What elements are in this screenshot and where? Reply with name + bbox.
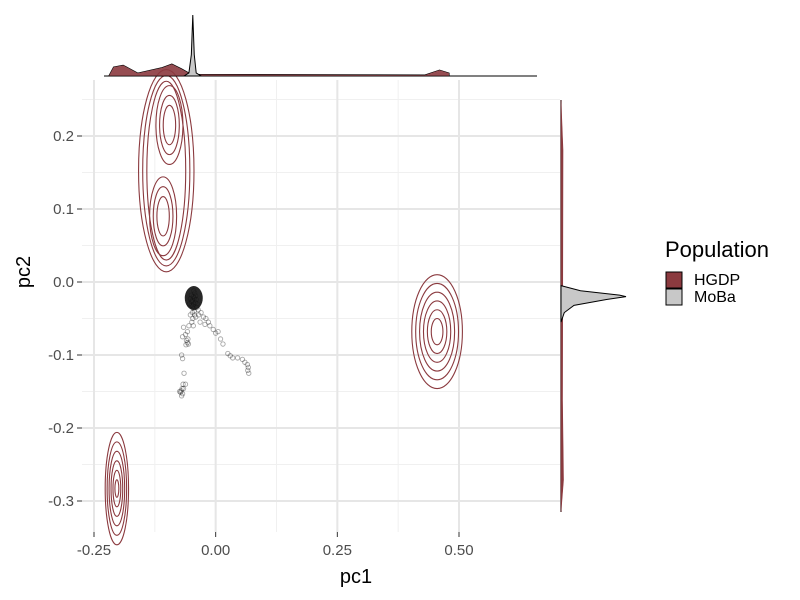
marginal-x-hgdp [108, 63, 450, 77]
moba-dense-cluster [184, 286, 203, 311]
moba-point [203, 315, 209, 322]
legend-label-moba: MoBa [694, 289, 736, 306]
moba-point [190, 323, 196, 329]
moba-point [182, 331, 189, 338]
moba-point [242, 359, 248, 365]
moba-point [183, 342, 189, 348]
moba-point [183, 337, 190, 344]
moba-point [195, 312, 202, 318]
moba-point [185, 336, 191, 342]
x-tick-label: 0.00 [201, 542, 230, 559]
moba-point [200, 314, 207, 320]
x-tick-label: -0.25 [77, 542, 111, 559]
hgdp-contour [156, 196, 170, 237]
moba-point [217, 336, 224, 342]
hgdp-contour [110, 460, 124, 517]
moba-point [189, 310, 195, 316]
moba-point [180, 381, 186, 387]
hgdp-contour [108, 450, 126, 527]
x-tick-label: 0.25 [323, 542, 352, 559]
marginal-y-moba [560, 285, 627, 323]
moba-point [180, 385, 187, 392]
moba-point [210, 326, 216, 333]
moba-point [181, 370, 187, 376]
moba-point [225, 350, 231, 357]
hgdp-contour [159, 94, 180, 156]
hgdp-contour [146, 80, 187, 261]
y-tick-label: 0.2 [53, 128, 74, 145]
x-tick-label: 0.50 [444, 542, 473, 559]
moba-point [234, 355, 241, 361]
moba-point [190, 315, 196, 322]
moba-points [177, 286, 252, 399]
x-axis-title: pc1 [340, 566, 372, 588]
legend-swatch-hgdp [665, 271, 683, 289]
moba-point [246, 370, 252, 376]
moba-point [245, 367, 251, 373]
moba-point [213, 330, 219, 336]
moba-point [245, 364, 251, 371]
moba-point [192, 312, 198, 318]
hgdp-contour [422, 300, 452, 363]
hgdp-contours [104, 69, 463, 546]
moba-point [187, 312, 194, 318]
moba-point [179, 355, 186, 362]
hgdp-contour [426, 309, 448, 355]
moba-point [182, 381, 189, 387]
hgdp-contour [411, 274, 463, 390]
legend-label-hgdp: HGDP [694, 272, 740, 289]
moba-point [179, 391, 186, 397]
moba-point [178, 352, 185, 358]
hgdp-contour [104, 431, 130, 546]
moba-point [189, 319, 195, 325]
hgdp-contour [106, 441, 128, 536]
moba-point [184, 328, 191, 335]
moba-point [184, 339, 191, 346]
y-tick-label: 0.0 [53, 274, 74, 291]
moba-point [179, 334, 186, 340]
hgdp-contour [114, 479, 120, 498]
moba-point [205, 319, 212, 325]
y-tick-label: -0.3 [48, 493, 74, 510]
moba-point [178, 388, 184, 394]
moba-point [227, 353, 233, 359]
hgdp-contour [430, 317, 444, 346]
moba-point [197, 319, 203, 325]
moba-point [177, 389, 184, 395]
hgdp-contour [162, 104, 177, 146]
marginal-x-moba [182, 14, 203, 77]
y-axis-title: pc2 [13, 256, 35, 288]
moba-point [179, 385, 185, 392]
grid [82, 80, 560, 532]
hgdp-contour [415, 282, 460, 381]
moba-point [244, 361, 250, 368]
y-tick-label: 0.1 [53, 201, 74, 218]
moba-point [178, 393, 185, 399]
hgdp-contour [112, 469, 122, 508]
moba-point [215, 328, 221, 335]
moba-point [180, 324, 187, 330]
moba-point [177, 388, 183, 395]
legend-title: Population [665, 237, 769, 262]
hgdp-contour [142, 74, 191, 267]
hgdp-contour [152, 186, 174, 247]
legend-swatch-moba [665, 288, 683, 306]
moba-point [202, 321, 208, 327]
moba-point [198, 310, 204, 316]
y-tick-label: -0.2 [48, 420, 74, 437]
moba-point [193, 314, 199, 320]
moba-point [239, 356, 246, 363]
moba-point [207, 323, 213, 329]
moba-point [220, 341, 226, 347]
y-tick-label: -0.1 [48, 347, 74, 364]
moba-point [185, 341, 192, 347]
moba-point [186, 323, 192, 329]
moba-point [230, 355, 236, 361]
hgdp-contour [419, 291, 456, 372]
